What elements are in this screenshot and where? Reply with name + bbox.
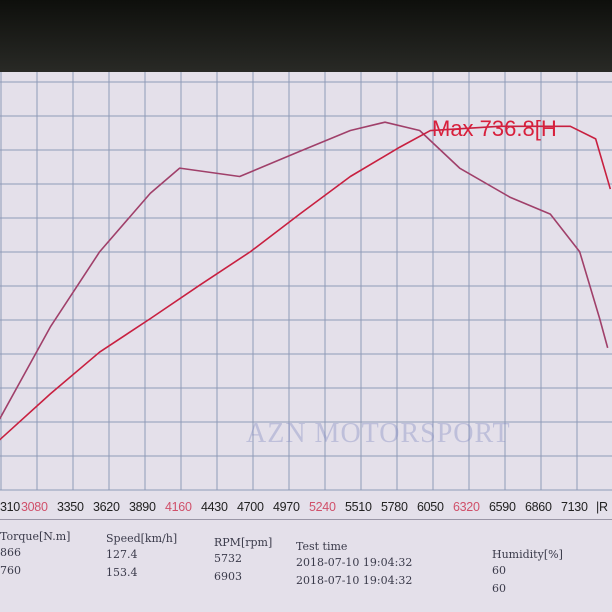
x-axis-unit: |R [596, 500, 608, 514]
x-tick-label: 6590 [489, 500, 516, 514]
x-tick-label: 7130 [561, 500, 588, 514]
x-tick-label: 6050 [417, 500, 444, 514]
torque-curve [0, 121, 609, 420]
x-tick-label: 310 [0, 500, 20, 514]
x-tick-label: 5780 [381, 500, 408, 514]
watermark: AZN MOTORSPORT [246, 418, 511, 449]
dyno-screen: AZN MOTORSPORT Max 736.8[H 310 3080 3350 36… [0, 72, 612, 612]
table-cell: 60 [492, 564, 506, 577]
x-tick-label: 3890 [129, 500, 156, 514]
x-tick-label: 3620 [93, 500, 120, 514]
table-header: Speed[km/h] [106, 532, 178, 545]
dyno-chart [0, 72, 612, 491]
table-cell: 2018-07-10 19:04:32 [296, 574, 413, 587]
x-tick-label: 4700 [237, 500, 264, 514]
monitor-bezel [0, 0, 612, 76]
x-tick-label: 4970 [273, 500, 300, 514]
table-cell: 127.4 [106, 548, 138, 561]
table-header: RPM[rpm] [214, 536, 273, 549]
x-tick-label: 6320 [453, 500, 480, 514]
table-cell: 5732 [214, 552, 242, 565]
table-header: Test time [296, 540, 348, 553]
x-tick-label: 5510 [345, 500, 372, 514]
table-cell: 6903 [214, 570, 242, 583]
table-cell: 760 [0, 564, 21, 577]
table-header: Torque[N.m] [0, 530, 71, 543]
x-tick-label: 4160 [165, 500, 192, 514]
table-cell: 866 [0, 546, 21, 559]
table-cell: 153.4 [106, 566, 138, 579]
x-tick-label: 5240 [309, 500, 336, 514]
x-tick-label: 6860 [525, 500, 552, 514]
table-separator [0, 519, 612, 520]
x-tick-label: 3350 [57, 500, 84, 514]
max-annotation: Max 736.8[H [432, 116, 557, 141]
x-tick-label: 3080 [21, 500, 48, 514]
power-curve [0, 125, 612, 441]
x-tick-label: 4430 [201, 500, 228, 514]
table-cell: 60 [492, 582, 506, 595]
table-cell: 2018-07-10 19:04:32 [296, 556, 413, 569]
table-header: Humidity[%] [492, 548, 563, 561]
